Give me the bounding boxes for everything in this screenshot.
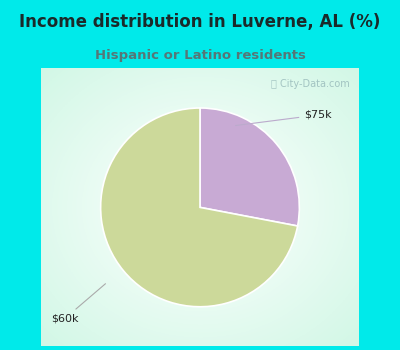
Text: Income distribution in Luverne, AL (%): Income distribution in Luverne, AL (%) [19,13,381,31]
Text: Hispanic or Latino residents: Hispanic or Latino residents [94,49,306,62]
Wedge shape [200,108,299,226]
Text: $60k: $60k [51,284,106,324]
Text: $75k: $75k [236,110,332,126]
Text: ⓘ City-Data.com: ⓘ City-Data.com [271,79,350,89]
Wedge shape [101,108,298,307]
